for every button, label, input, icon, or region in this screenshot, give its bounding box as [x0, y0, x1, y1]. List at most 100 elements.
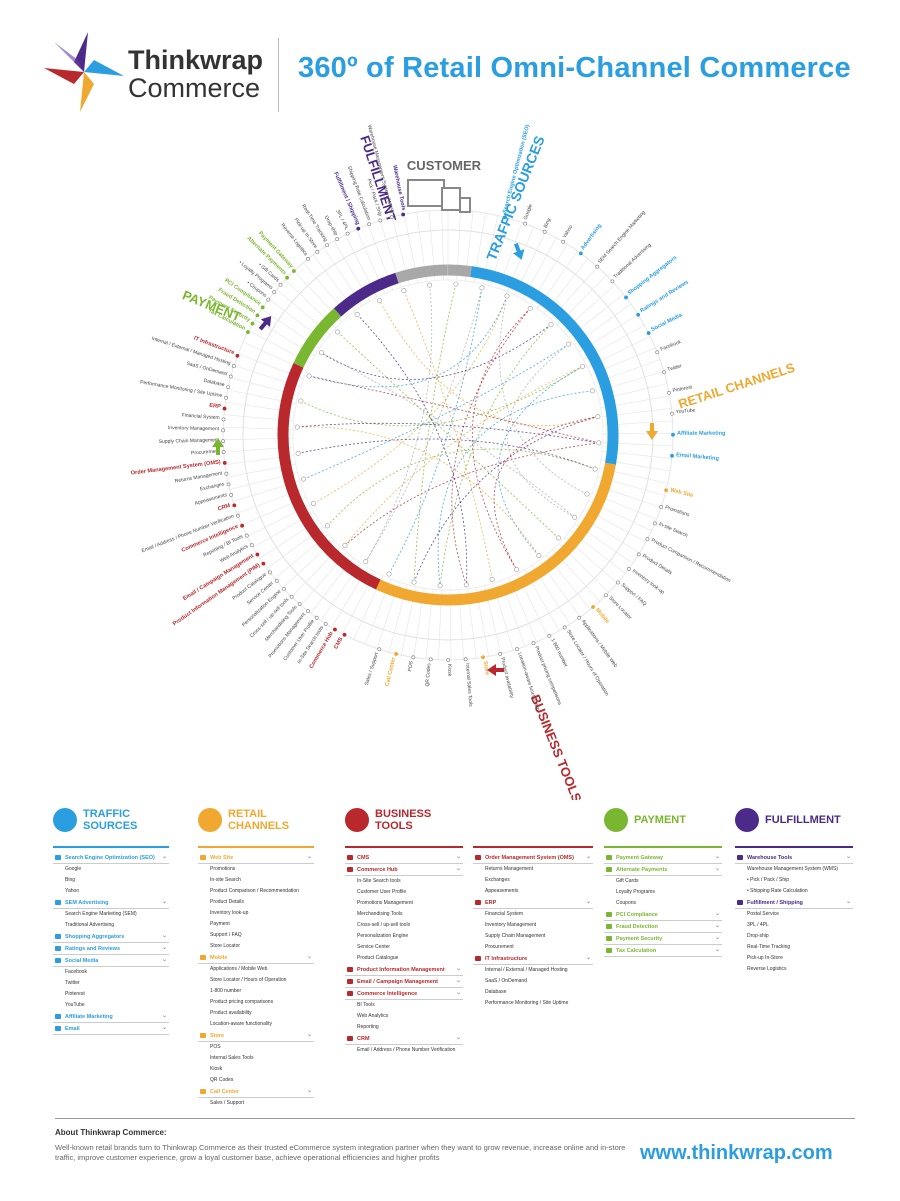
section-header[interactable]: ERP ⌄: [473, 897, 593, 909]
section-header[interactable]: CMS ⌄: [345, 852, 463, 864]
list-item: Performance Monitoring / Site Uptime: [473, 998, 593, 1009]
list-item: Coupons: [604, 898, 722, 909]
payment-dot: [256, 314, 259, 317]
section-header[interactable]: Email / Campaign Management ⌄: [345, 976, 463, 988]
section-label: Store: [210, 1033, 224, 1039]
section-label: IT Infrastructure: [485, 956, 527, 962]
business-dot: [236, 514, 239, 517]
section-header[interactable]: Order Management System (OMS) ⌄: [473, 852, 593, 864]
website-link[interactable]: www.thinkwrap.com: [640, 1142, 833, 1165]
chevron-down-icon[interactable]: ⌄: [586, 954, 591, 961]
retail-label: Product availability: [499, 657, 515, 699]
section-header[interactable]: Mobile ⌄: [198, 952, 314, 964]
chevron-down-icon[interactable]: ⌄: [456, 865, 461, 872]
chevron-down-icon[interactable]: ⌄: [307, 1087, 312, 1094]
chevron-down-icon[interactable]: ⌄: [162, 1012, 167, 1019]
section-header[interactable]: SEM Advertising ⌄: [53, 897, 169, 909]
card-icon: [604, 808, 628, 832]
section-header[interactable]: Tax Calculation ⌄: [604, 945, 722, 957]
chevron-down-icon[interactable]: ⌄: [162, 898, 167, 905]
connection-curve: [321, 325, 551, 380]
business-dot: [298, 603, 301, 606]
list-item: 3PL / 4PL: [735, 920, 853, 931]
chevron-down-icon[interactable]: ⌄: [715, 853, 720, 860]
section-header[interactable]: Commerce Hub ⌄: [345, 864, 463, 876]
column-traffic: TRAFFIC SOURCES Search Engine Optimization…: [53, 808, 169, 1035]
chevron-down-icon[interactable]: ⌄: [307, 853, 312, 860]
connection-node: [387, 572, 391, 576]
traffic-dot: [596, 265, 599, 268]
section-header[interactable]: Ratings and Reviews ⌄: [53, 943, 169, 955]
traffic-dot: [667, 391, 670, 394]
section-header[interactable]: Product Information Management ⌄: [345, 964, 463, 976]
section-header[interactable]: Payment Security ⌄: [604, 933, 722, 945]
chevron-down-icon[interactable]: ⌄: [162, 853, 167, 860]
retail-label: In-site Search: [658, 521, 689, 539]
customer-segment: [397, 270, 448, 278]
chevron-down-icon[interactable]: ⌄: [456, 989, 461, 996]
section-header[interactable]: IT Infrastructure ⌄: [473, 953, 593, 965]
chevron-down-icon[interactable]: ⌄: [715, 910, 720, 917]
section-header[interactable]: Fulfillment / Shipping ⌄: [735, 897, 853, 909]
section-header[interactable]: Affiliate Marketing ⌄: [53, 1011, 169, 1023]
chevron-down-icon[interactable]: ⌄: [162, 932, 167, 939]
retail-label: POS: [407, 660, 415, 672]
chevron-down-icon[interactable]: ⌄: [846, 853, 851, 860]
retail-label: Internal Sales Tools: [464, 663, 473, 707]
chevron-down-icon[interactable]: ⌄: [162, 956, 167, 963]
list-item: Email / Address / Phone Number Verificat…: [345, 1045, 463, 1056]
section-header[interactable]: Shopping Aggregators ⌄: [53, 931, 169, 943]
chevron-down-icon[interactable]: ⌄: [586, 853, 591, 860]
chevron-down-icon[interactable]: ⌄: [715, 934, 720, 941]
column-title: RETAIL CHANNELS: [228, 808, 289, 832]
cart-icon: [198, 808, 222, 832]
business-dot: [224, 396, 227, 399]
chevron-down-icon[interactable]: ⌄: [456, 853, 461, 860]
retail-label: Store: [482, 661, 490, 676]
chevron-down-icon[interactable]: ⌄: [586, 898, 591, 905]
business-label: Exchanges: [200, 481, 226, 492]
chevron-down-icon[interactable]: ⌄: [456, 977, 461, 984]
section-header[interactable]: Call Center ⌄: [198, 1086, 314, 1098]
column-title: FULFILLMENT: [765, 814, 841, 826]
connection-curve: [414, 284, 456, 582]
chevron-down-icon[interactable]: ⌄: [715, 922, 720, 929]
retail-label: Product Comparison / Recommendation: [650, 538, 732, 585]
chevron-down-icon[interactable]: ⌄: [715, 865, 720, 872]
column-title-line-1: PAYMENT: [634, 814, 686, 826]
list-item: Bing: [53, 875, 169, 886]
chevron-down-icon[interactable]: ⌄: [456, 1034, 461, 1041]
business-dot: [223, 407, 226, 410]
chevron-down-icon[interactable]: ⌄: [715, 946, 720, 953]
connection-node: [528, 306, 532, 310]
section-header[interactable]: CRM ⌄: [345, 1033, 463, 1045]
chevron-down-icon[interactable]: ⌄: [846, 898, 851, 905]
connection-node: [596, 414, 600, 418]
chevron-down-icon[interactable]: ⌄: [162, 944, 167, 951]
chevron-down-icon[interactable]: ⌄: [162, 1024, 167, 1031]
section-header[interactable]: Warehouse Tools ⌄: [735, 852, 853, 864]
connection-curve: [301, 366, 583, 425]
section-header[interactable]: Payment Gateway ⌄: [604, 852, 722, 864]
section-header[interactable]: Email ⌄: [53, 1023, 169, 1035]
section-header[interactable]: Commerce Intelligence ⌄: [345, 988, 463, 1000]
list-item: POS: [198, 1042, 314, 1053]
section-header[interactable]: Social Media ⌄: [53, 955, 169, 967]
connection-node: [427, 283, 431, 287]
section-header[interactable]: Fraud Detection ⌄: [604, 921, 722, 933]
section-header[interactable]: Store ⌄: [198, 1030, 314, 1042]
it-infrastructure-segment: [283, 365, 298, 435]
chevron-down-icon[interactable]: ⌄: [307, 1031, 312, 1038]
fulfillment-dot: [336, 238, 339, 241]
chevron-down-icon[interactable]: ⌄: [456, 965, 461, 972]
section-header[interactable]: Web Site ⌄: [198, 852, 314, 864]
section-header[interactable]: Alternate Payments ⌄: [604, 864, 722, 876]
section-label: Commerce Intelligence: [357, 991, 417, 997]
business-dot: [223, 461, 226, 464]
section-header[interactable]: Search Engine Optimization (SEO) ⌄: [53, 852, 169, 864]
section-label: SEM Advertising: [65, 900, 109, 906]
chevron-down-icon[interactable]: ⌄: [307, 953, 312, 960]
section-label: Tax Calculation: [616, 948, 656, 954]
connection-node: [537, 553, 541, 557]
section-header[interactable]: PCI Compliance ⌄: [604, 909, 722, 921]
